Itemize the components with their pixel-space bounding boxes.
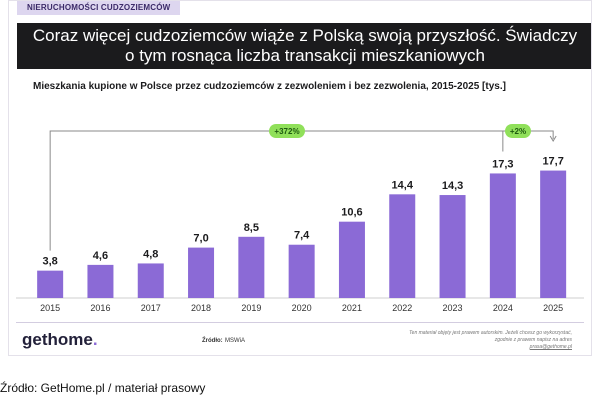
source-value: MSWiA bbox=[225, 338, 245, 344]
data-label-2021: 10,6 bbox=[341, 207, 362, 219]
logo-text: gethome bbox=[22, 330, 93, 349]
bar-2018 bbox=[188, 247, 215, 298]
x-tick-2024: 2024 bbox=[493, 303, 513, 313]
logo-dot: . bbox=[92, 330, 98, 349]
data-label-2024: 17,3 bbox=[492, 158, 513, 170]
copyright-line-1: Ten materiał objęty jest prawem autorski… bbox=[409, 330, 572, 336]
data-label-2020: 7,4 bbox=[294, 230, 310, 242]
growth-bracket-total bbox=[49, 130, 540, 251]
chart-title: Mieszkania kupione w Polsce przez cudzoz… bbox=[33, 81, 506, 92]
copyright-line-2-text: zgodnie z prawem napisz na adres bbox=[494, 337, 572, 343]
copyright-notice: Ten materiał objęty jest prawem autorski… bbox=[372, 330, 572, 351]
headline-banner: Coraz więcej cudzoziemców wiąże z Polską… bbox=[17, 23, 591, 69]
growth-badge-total-pill bbox=[269, 124, 305, 138]
data-label-2019: 8,5 bbox=[244, 222, 259, 234]
image-caption: Źródło: GetHome.pl / materiał prasowy bbox=[0, 381, 206, 395]
x-tick-2020: 2020 bbox=[292, 303, 312, 313]
data-label-2023: 14,3 bbox=[442, 180, 463, 192]
gethome-logo: gethome. bbox=[22, 330, 98, 350]
data-label-2022: 14,4 bbox=[392, 179, 414, 191]
growth-badge-yoy-text: +2% bbox=[510, 127, 526, 136]
x-tick-2018: 2018 bbox=[191, 303, 211, 313]
bar-2015 bbox=[37, 270, 64, 298]
x-tick-2025: 2025 bbox=[543, 303, 563, 313]
x-tick-2015: 2015 bbox=[40, 303, 60, 313]
bar-2016 bbox=[87, 264, 114, 298]
x-tick-2016: 2016 bbox=[90, 303, 110, 313]
bar-2021 bbox=[338, 221, 365, 298]
x-tick-2022: 2022 bbox=[392, 303, 412, 313]
headline-line-2: o tym rosnąca liczba transakcji mieszkan… bbox=[125, 46, 485, 65]
bar-2017 bbox=[137, 263, 164, 298]
data-label-2018: 7,0 bbox=[193, 233, 208, 245]
data-label-2016: 4,6 bbox=[93, 250, 108, 262]
data-label-2015: 3,8 bbox=[43, 256, 58, 268]
data-label-2017: 4,8 bbox=[143, 248, 158, 260]
bar-2023 bbox=[439, 195, 466, 298]
x-tick-2023: 2023 bbox=[443, 303, 463, 313]
bar-2022 bbox=[389, 194, 416, 298]
footer-divider bbox=[16, 322, 584, 323]
category-tag: NIERUCHOMOŚCI CUDZOZIEMCÓW bbox=[17, 1, 181, 15]
bar-2025 bbox=[540, 170, 567, 298]
bar-2024 bbox=[489, 173, 516, 298]
growth-badge-total-text: +372% bbox=[274, 127, 299, 136]
headline: Coraz więcej cudzoziemców wiąże z Polską… bbox=[17, 26, 591, 66]
arrow-head bbox=[549, 135, 557, 142]
copyright-line-2: zgodnie z prawem napisz na adres prasa@g… bbox=[372, 337, 572, 351]
source-label: Źródło: bbox=[202, 338, 223, 344]
headline-line-1: Coraz więcej cudzoziemców wiąże z Polską… bbox=[32, 26, 578, 45]
x-tick-2019: 2019 bbox=[241, 303, 261, 313]
x-tick-2017: 2017 bbox=[141, 303, 161, 313]
bar-chart: 3,8 2015 4,6 2016 4,8 2017 7,0 2018 8,5 2019 7,4 20… bbox=[16, 124, 584, 313]
bar-2020 bbox=[288, 244, 315, 298]
bar-2019 bbox=[238, 236, 265, 298]
press-email-link[interactable]: prasa@gethome.pl bbox=[529, 344, 572, 350]
growth-badge-yoy-pill bbox=[505, 124, 531, 138]
x-tick-2021: 2021 bbox=[342, 303, 362, 313]
data-label-2025: 17,7 bbox=[542, 156, 563, 168]
